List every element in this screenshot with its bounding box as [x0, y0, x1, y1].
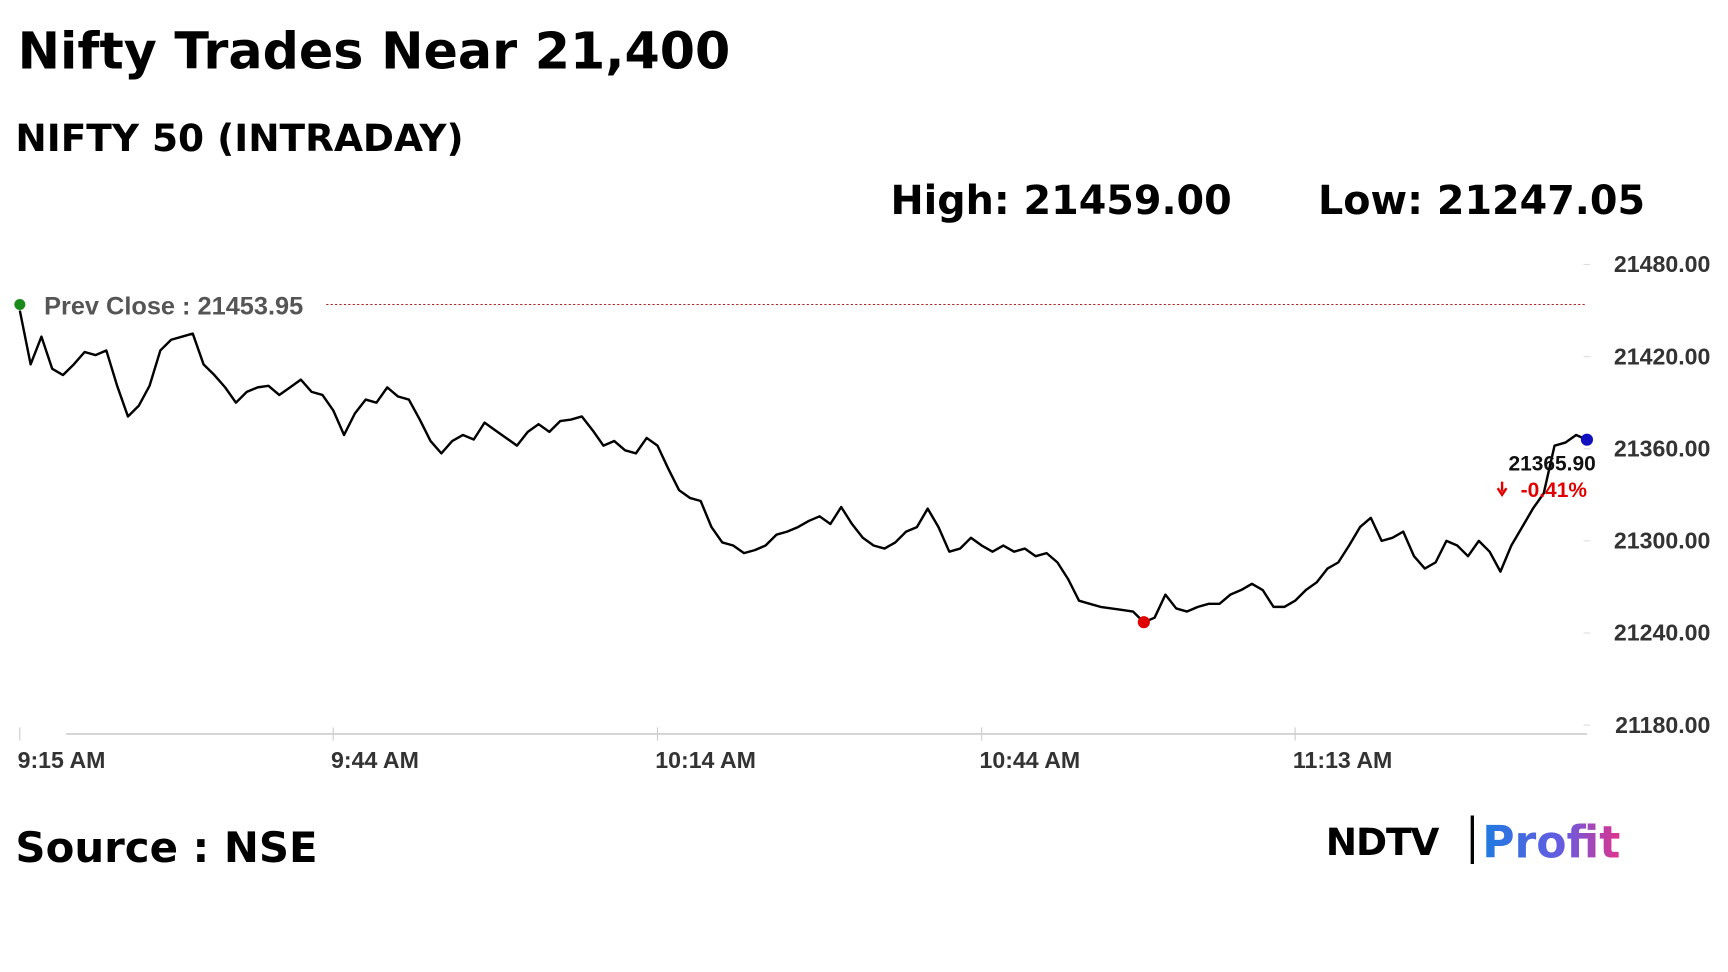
low-label: Low: 21247.05: [1318, 178, 1645, 224]
x-tick-label: 11:13 AM: [1293, 747, 1392, 773]
prev-close-label: Prev Close : 21453.95: [44, 292, 303, 320]
high-label: High: 21459.00: [890, 178, 1231, 224]
last-marker: [1580, 433, 1593, 446]
y-tick-label: 21480.00: [1614, 251, 1710, 277]
chart-subtitle: NIFTY 50 (INTRADAY): [15, 116, 463, 160]
source: Source : NSE: [15, 823, 317, 872]
change-arrow: [1496, 481, 1508, 498]
brand-ndtv: NDTV: [1326, 820, 1440, 864]
low-marker: [1137, 616, 1150, 629]
x-tick-label: 10:14 AM: [655, 747, 756, 773]
y-tick-label: 21240.00: [1614, 620, 1710, 646]
y-tick-label: 21420.00: [1614, 343, 1710, 369]
y-tick-label: 21180.00: [1615, 712, 1710, 738]
prev-close-marker: [14, 298, 26, 311]
y-tick-label: 21300.00: [1614, 528, 1710, 554]
x-tick-label: 10:44 AM: [980, 747, 1081, 773]
last-value-label: 21365.90: [1508, 453, 1595, 476]
y-tick-label: 21360.00: [1614, 435, 1710, 461]
x-tick-label: 9:15 AM: [18, 747, 106, 773]
chart-title: Nifty Trades Near 21,400: [18, 21, 731, 80]
change-label: -0.41%: [1521, 479, 1588, 502]
brand-profit: Profit: [1482, 817, 1620, 868]
x-tick-label: 9:44 AM: [331, 747, 419, 773]
series-line: [18, 310, 1588, 624]
